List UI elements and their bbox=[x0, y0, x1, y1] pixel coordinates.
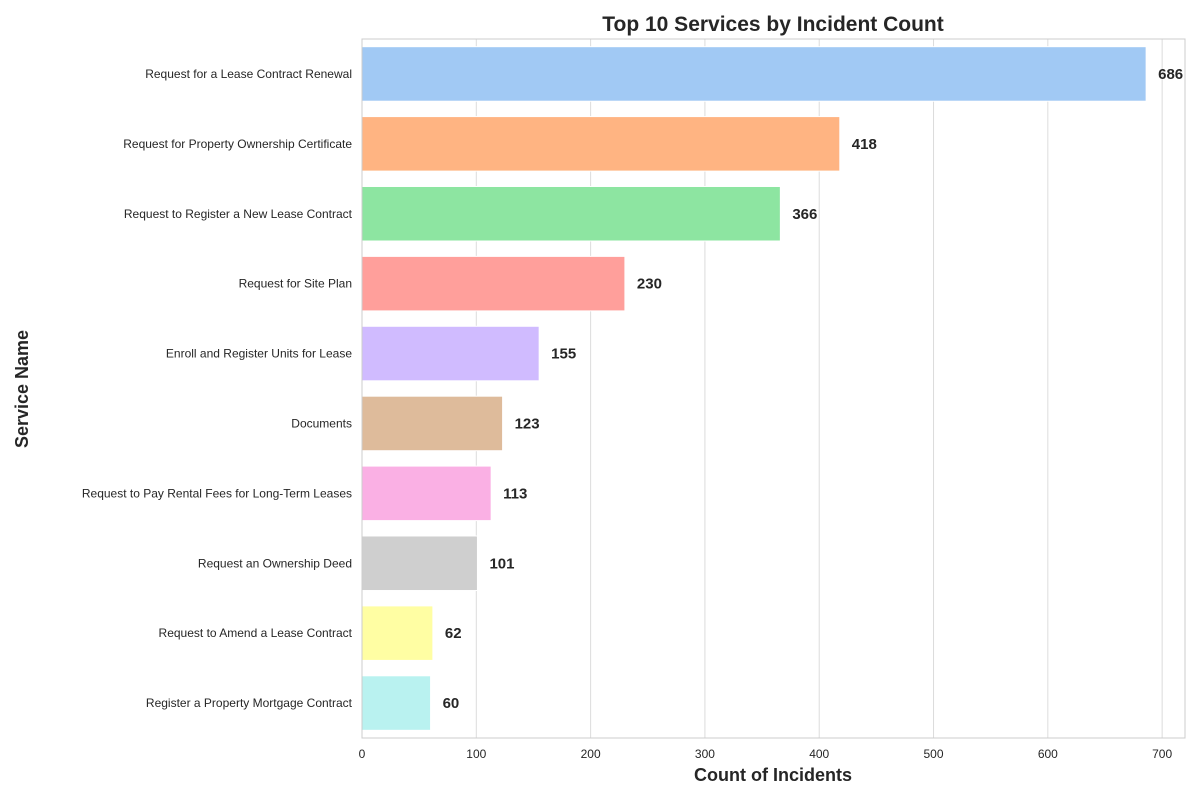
y-tick-label: Request to Pay Rental Fees for Long-Term… bbox=[82, 486, 352, 500]
x-tick-label: 700 bbox=[1152, 747, 1172, 761]
y-tick-label: Register a Property Mortgage Contract bbox=[146, 696, 353, 710]
y-tick-label: Documents bbox=[291, 416, 352, 430]
bar-value-label: 366 bbox=[792, 206, 817, 223]
bar-value-label: 123 bbox=[515, 415, 540, 432]
x-tick-label: 500 bbox=[924, 747, 944, 761]
y-tick-label: Request for Site Plan bbox=[239, 277, 352, 291]
bar-value-label: 230 bbox=[637, 276, 662, 293]
chart-title: Top 10 Services by Incident Count bbox=[602, 13, 944, 36]
bar bbox=[361, 395, 504, 452]
y-axis-label: Service Name bbox=[12, 330, 32, 448]
bar bbox=[361, 605, 434, 661]
y-tick-label: Request to Register a New Lease Contract bbox=[124, 207, 353, 221]
bar bbox=[361, 535, 478, 592]
bar bbox=[361, 46, 1147, 102]
bar-value-label: 62 bbox=[445, 625, 462, 642]
bar bbox=[361, 116, 841, 172]
bar bbox=[361, 465, 492, 522]
bar-value-label: 686 bbox=[1158, 66, 1183, 83]
x-tick-label: 200 bbox=[581, 747, 601, 761]
x-tick-label: 0 bbox=[359, 747, 366, 761]
x-tick-labels: 0 100 200 300 400 500 600 700 bbox=[359, 747, 1173, 761]
x-tick-label: 300 bbox=[695, 747, 715, 761]
y-tick-label: Enroll and Register Units for Lease bbox=[166, 347, 352, 361]
bar bbox=[361, 325, 540, 382]
bar bbox=[361, 255, 626, 312]
bars bbox=[361, 46, 1147, 731]
y-tick-labels: Request for a Lease Contract Renewal Requ… bbox=[82, 67, 353, 710]
y-tick-label: Request for a Lease Contract Renewal bbox=[145, 67, 352, 81]
value-labels: 686 418 366 230 155 123 113 101 62 60 bbox=[443, 66, 1184, 712]
plot-frame bbox=[361, 38, 1186, 739]
plot-border bbox=[361, 38, 1186, 739]
x-axis-label: Count of Incidents bbox=[694, 765, 852, 785]
bar-value-label: 60 bbox=[443, 695, 460, 712]
y-tick-label: Request to Amend a Lease Contract bbox=[159, 626, 353, 640]
bar bbox=[361, 675, 432, 731]
y-tick-label: Request an Ownership Deed bbox=[198, 556, 352, 570]
bar-value-label: 113 bbox=[503, 485, 527, 502]
x-tick-label: 400 bbox=[809, 747, 829, 761]
bar bbox=[361, 185, 781, 242]
bar-value-label: 418 bbox=[852, 136, 877, 153]
y-tick-label: Request for Property Ownership Certifica… bbox=[123, 137, 352, 151]
x-tick-label: 600 bbox=[1038, 747, 1058, 761]
bar-value-label: 155 bbox=[551, 346, 576, 363]
bar-value-label: 101 bbox=[489, 555, 514, 572]
x-tick-label: 100 bbox=[466, 747, 486, 761]
